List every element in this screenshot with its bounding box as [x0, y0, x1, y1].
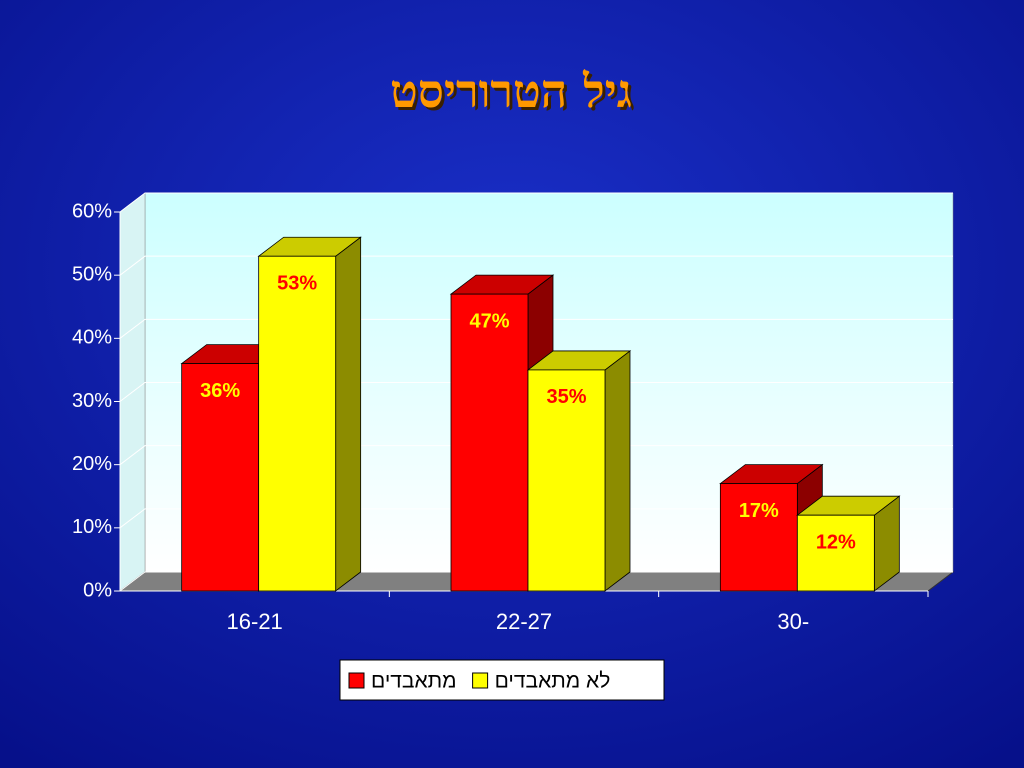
plot-area: 0% 10% 20% 30% 40% 50% 60% 36% 53% 16-21 47% 35% 22-… — [72, 192, 955, 701]
bar — [796, 514, 875, 592]
grid-line — [119, 318, 953, 339]
grid-line — [119, 255, 953, 276]
legend-swatch — [348, 672, 365, 689]
data-label: 17% — [739, 500, 779, 522]
y-tick-label: 20% — [72, 453, 112, 475]
bar-side — [335, 236, 362, 592]
grid-line — [119, 508, 953, 529]
y-tick-label: 10% — [72, 516, 112, 538]
x-tick-label: 22-27 — [496, 609, 552, 634]
data-label: 12% — [816, 531, 856, 553]
bar — [258, 255, 337, 592]
chart-title-shadow: גיל הטרוריסט — [393, 67, 635, 121]
data-label: 47% — [469, 310, 509, 332]
y-tick-label: 60% — [72, 200, 112, 222]
y-tick-label: 50% — [72, 263, 112, 285]
legend-swatch — [472, 672, 489, 689]
legend-box — [339, 659, 665, 701]
y-tick-label: 0% — [83, 579, 112, 601]
grid-line — [119, 192, 953, 213]
bar — [527, 369, 606, 592]
y-tick-label: 30% — [72, 390, 112, 412]
x-tick-label: 30- — [777, 609, 809, 634]
x-tick-label: 16-21 — [227, 609, 283, 634]
grid-line — [119, 382, 953, 402]
chart-title: גיל הטרוריסט — [390, 64, 632, 118]
grid-line — [119, 445, 953, 466]
legend-label: לא מתאבדים — [495, 670, 611, 693]
bar-side — [604, 350, 631, 592]
data-label: 53% — [277, 272, 317, 294]
bar — [719, 483, 798, 592]
data-label: 35% — [546, 386, 586, 408]
data-label: 36% — [200, 380, 240, 402]
legend-label: מתאבדים — [371, 670, 457, 693]
bar — [450, 293, 529, 592]
y-tick-label: 40% — [72, 327, 112, 349]
grid-line — [119, 571, 953, 592]
